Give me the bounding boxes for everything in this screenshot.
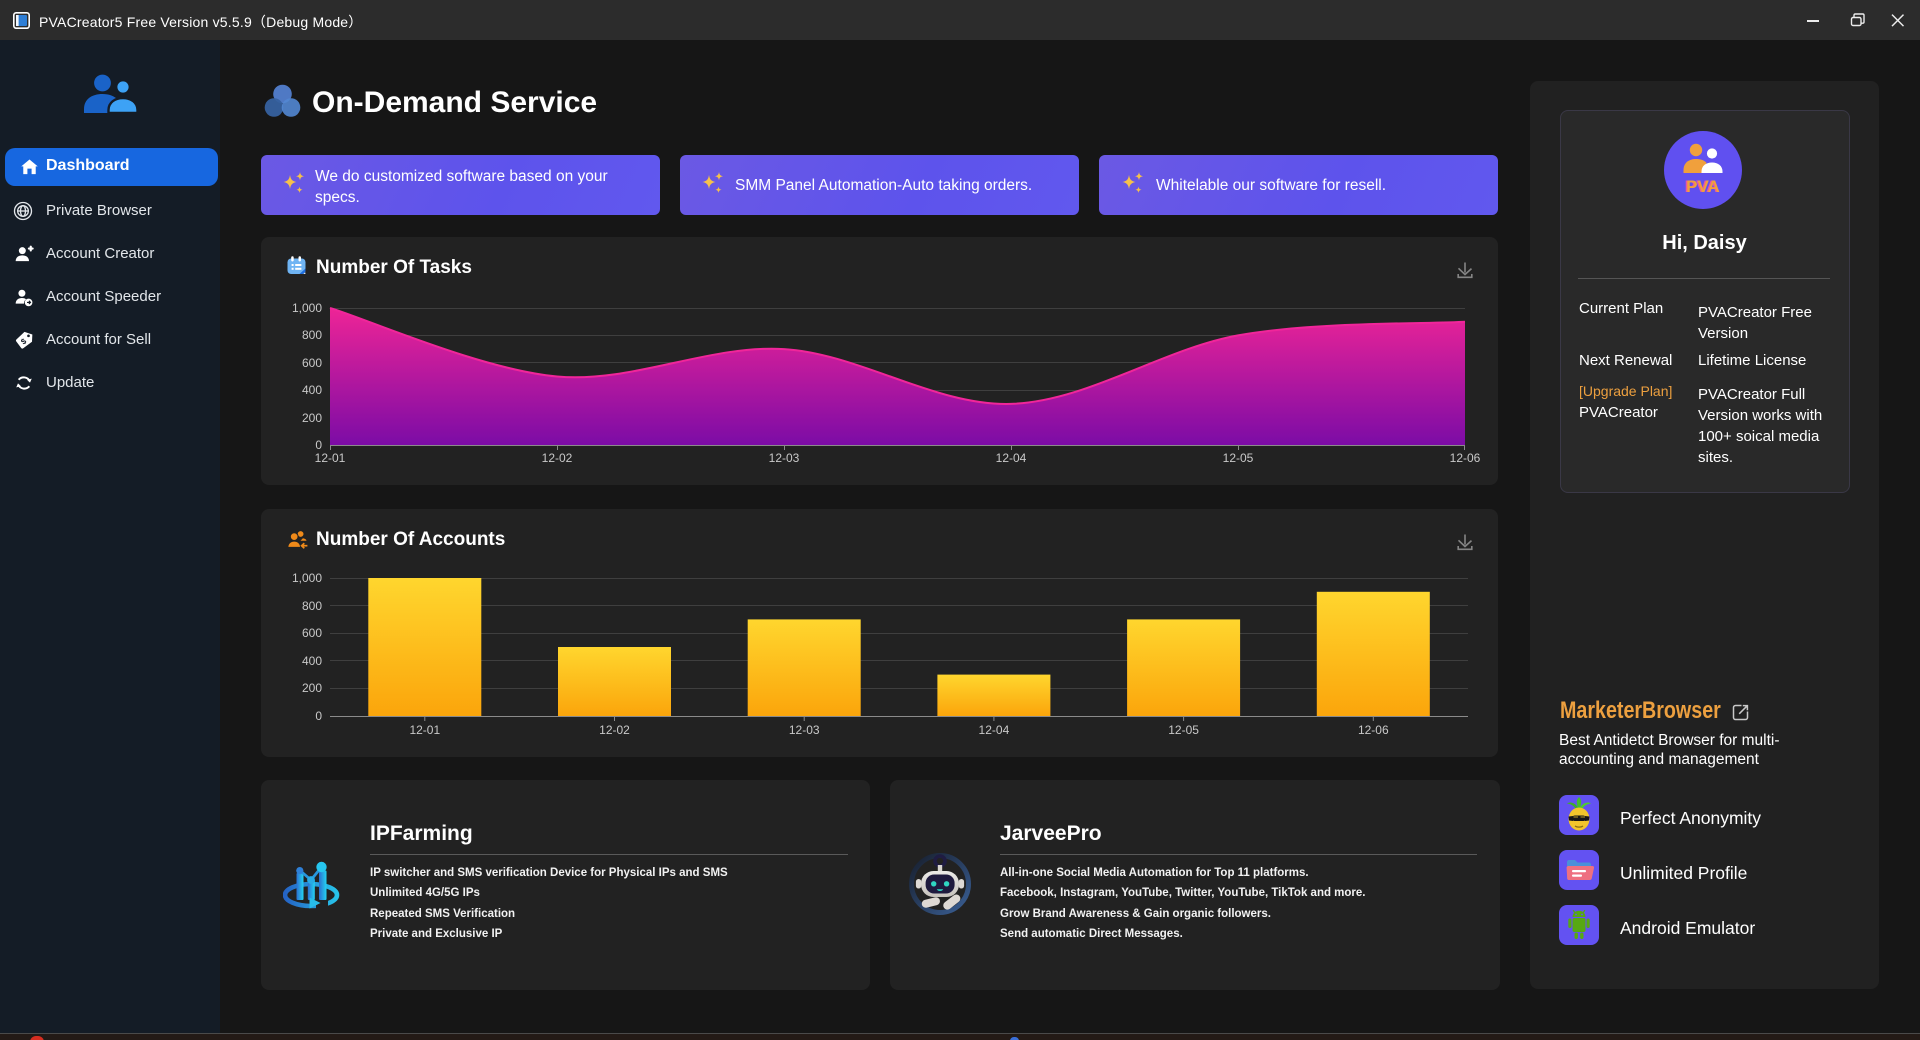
svg-text:400: 400 xyxy=(302,383,322,397)
svg-text:1,000: 1,000 xyxy=(292,301,322,315)
svg-text:0: 0 xyxy=(315,709,322,723)
svg-text:0: 0 xyxy=(315,438,322,452)
svg-text:600: 600 xyxy=(302,626,322,640)
svg-text:12-06: 12-06 xyxy=(1450,451,1481,465)
svg-text:12-05: 12-05 xyxy=(1168,723,1199,737)
svg-text:12-03: 12-03 xyxy=(789,723,820,737)
svg-text:12-04: 12-04 xyxy=(996,451,1027,465)
svg-text:800: 800 xyxy=(302,599,322,613)
svg-text:12-01: 12-01 xyxy=(315,451,346,465)
svg-text:600: 600 xyxy=(302,356,322,370)
svg-text:1,000: 1,000 xyxy=(292,571,322,585)
svg-text:12-02: 12-02 xyxy=(542,451,573,465)
svg-text:12-02: 12-02 xyxy=(599,723,630,737)
svg-text:12-04: 12-04 xyxy=(979,723,1010,737)
svg-text:12-03: 12-03 xyxy=(769,451,800,465)
svg-text:12-06: 12-06 xyxy=(1358,723,1389,737)
svg-text:12-01: 12-01 xyxy=(409,723,440,737)
svg-text:200: 200 xyxy=(302,411,322,425)
svg-text:200: 200 xyxy=(302,681,322,695)
svg-text:400: 400 xyxy=(302,654,322,668)
svg-text:$: $ xyxy=(19,336,28,346)
svg-text:800: 800 xyxy=(302,328,322,342)
svg-text:12-05: 12-05 xyxy=(1223,451,1254,465)
